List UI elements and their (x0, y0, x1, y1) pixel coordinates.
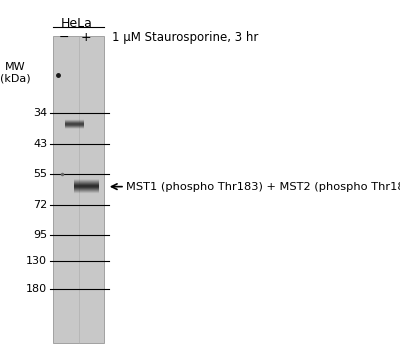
Bar (53, 36, 104, 343)
Text: MST1 (phospho Thr183) + MST2 (phospho Thr180): MST1 (phospho Thr183) + MST2 (phospho Th… (126, 182, 400, 192)
Text: MW
(kDa): MW (kDa) (0, 62, 30, 84)
Text: 43: 43 (33, 139, 47, 149)
Text: 1 μM Staurosporine, 3 hr: 1 μM Staurosporine, 3 hr (112, 31, 259, 44)
Text: 72: 72 (33, 200, 47, 210)
Text: HeLa: HeLa (61, 17, 93, 30)
Text: +: + (80, 31, 91, 44)
Text: 130: 130 (26, 256, 47, 266)
Text: 95: 95 (33, 230, 47, 240)
Text: 180: 180 (26, 284, 47, 294)
Text: 34: 34 (33, 108, 47, 118)
Text: −: − (59, 31, 70, 44)
Text: 55: 55 (33, 169, 47, 179)
